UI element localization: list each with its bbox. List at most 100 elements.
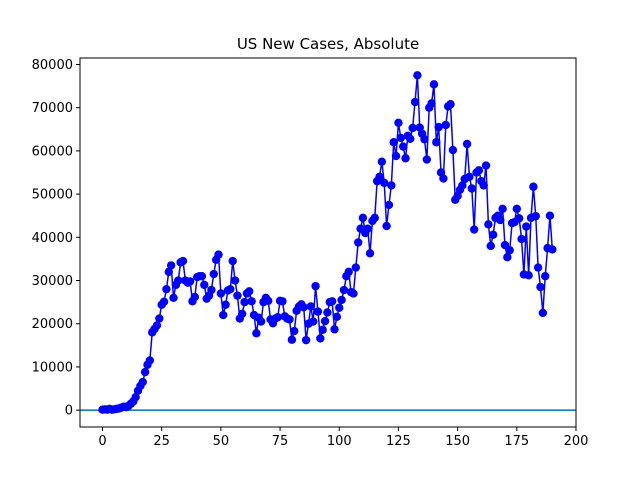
y-tick-label: 40000 <box>32 231 73 246</box>
data-point <box>432 138 441 147</box>
data-point <box>469 225 479 234</box>
data-point <box>219 310 228 320</box>
data-point <box>498 204 507 213</box>
y-tick-label: 10000 <box>32 360 73 375</box>
data-point <box>486 241 495 251</box>
data-point <box>420 135 429 144</box>
data-point <box>474 166 484 175</box>
data-point <box>384 200 394 210</box>
data-point <box>318 325 327 334</box>
data-point <box>344 267 353 277</box>
data-point <box>230 276 240 285</box>
data-point <box>237 309 247 318</box>
data-point <box>264 296 273 306</box>
y-tick-label: 20000 <box>32 317 73 332</box>
y-tick-label: 30000 <box>32 274 73 289</box>
data-point <box>406 134 415 143</box>
data-point <box>190 292 200 302</box>
data-point <box>545 211 555 220</box>
data-point <box>138 377 147 387</box>
data-point <box>427 99 436 108</box>
y-tick-label: 0 <box>65 404 73 419</box>
data-point <box>316 334 325 343</box>
data-point <box>273 313 282 322</box>
data-point <box>332 312 342 322</box>
data-point <box>448 145 458 155</box>
data-point <box>164 267 173 277</box>
data-point <box>365 249 375 258</box>
data-point <box>439 174 448 183</box>
data-point <box>533 263 543 272</box>
data-point <box>330 325 339 334</box>
data-point <box>178 256 188 266</box>
data-point <box>396 133 406 143</box>
data-point <box>522 222 531 231</box>
data-point <box>323 308 332 317</box>
data-point <box>140 367 150 377</box>
chart-title: US New Cases, Absolute <box>237 35 419 53</box>
data-point <box>209 269 218 279</box>
data-point <box>541 272 550 281</box>
data-point <box>245 287 254 296</box>
data-point <box>524 271 533 280</box>
x-tick-label: 150 <box>445 434 470 449</box>
data-point <box>174 276 183 285</box>
data-point <box>256 317 266 326</box>
data-point <box>408 123 417 133</box>
data-point <box>512 204 522 213</box>
data-point <box>410 97 420 107</box>
data-point <box>458 181 467 190</box>
data-point <box>370 213 379 223</box>
data-point <box>382 221 391 231</box>
data-point <box>529 182 538 191</box>
data-point <box>479 181 488 190</box>
data-point <box>429 80 439 89</box>
data-point <box>496 215 505 225</box>
x-tick-label: 0 <box>98 434 106 449</box>
x-tick-label: 50 <box>213 434 230 449</box>
data-point <box>538 308 548 318</box>
data-point <box>207 285 216 295</box>
data-point <box>337 295 346 305</box>
data-point <box>391 151 401 161</box>
data-point <box>185 277 195 286</box>
data-point <box>398 142 408 151</box>
y-tick-label: 60000 <box>32 144 73 159</box>
data-point <box>228 256 237 266</box>
data-point <box>252 329 261 338</box>
data-point <box>214 250 223 259</box>
x-tick-label: 25 <box>153 434 170 449</box>
y-tick-label: 80000 <box>32 58 73 73</box>
data-point <box>131 392 140 402</box>
x-tick-label: 100 <box>327 434 352 449</box>
data-point <box>422 155 432 164</box>
data-point <box>389 138 398 147</box>
data-point <box>335 303 344 312</box>
data-point <box>166 261 176 270</box>
data-point <box>287 335 297 344</box>
data-point <box>503 252 512 262</box>
data-point <box>484 220 493 229</box>
data-point <box>353 238 363 247</box>
data-point <box>200 280 209 290</box>
x-tick-label: 175 <box>504 434 529 449</box>
data-point <box>380 178 389 188</box>
data-point <box>358 213 368 223</box>
x-tick-label: 200 <box>564 434 589 449</box>
data-point <box>462 139 472 149</box>
y-tick-label: 50000 <box>32 188 73 203</box>
data-point <box>441 120 450 130</box>
data-point <box>517 234 526 244</box>
data-point <box>413 71 422 80</box>
data-point <box>311 281 320 291</box>
data-point <box>467 184 477 193</box>
series-line <box>102 74 554 411</box>
data-point <box>145 356 155 365</box>
data-point <box>162 284 171 294</box>
plot-frame <box>79 57 577 428</box>
x-tick-label: 125 <box>386 434 411 449</box>
data-point <box>226 284 235 294</box>
data-point <box>548 245 557 254</box>
